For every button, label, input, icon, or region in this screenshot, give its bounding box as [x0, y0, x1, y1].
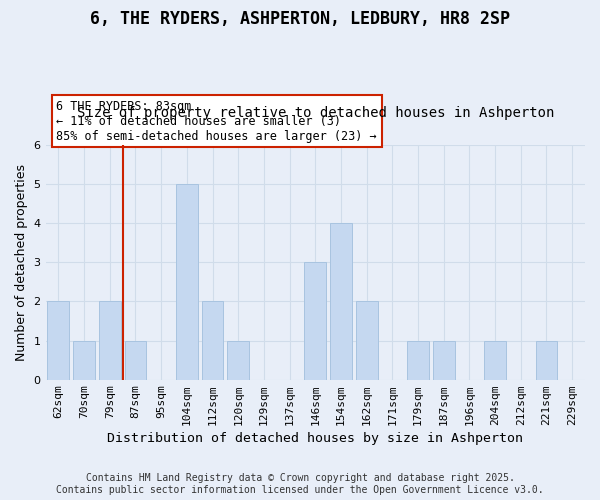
Bar [227, 340, 249, 380]
Bar [407, 340, 429, 380]
Text: Contains HM Land Registry data © Crown copyright and database right 2025.
Contai: Contains HM Land Registry data © Crown c… [56, 474, 544, 495]
X-axis label: Distribution of detached houses by size in Ashperton: Distribution of detached houses by size … [107, 432, 523, 445]
Bar [73, 340, 95, 380]
Bar [304, 262, 326, 380]
Bar [356, 302, 377, 380]
Bar [433, 340, 455, 380]
Text: 6 THE RYDERS: 83sqm
← 11% of detached houses are smaller (3)
85% of semi-detache: 6 THE RYDERS: 83sqm ← 11% of detached ho… [56, 100, 377, 142]
Bar [330, 223, 352, 380]
Bar [125, 340, 146, 380]
Bar [99, 302, 121, 380]
Bar [202, 302, 223, 380]
Text: 6, THE RYDERS, ASHPERTON, LEDBURY, HR8 2SP: 6, THE RYDERS, ASHPERTON, LEDBURY, HR8 2… [90, 10, 510, 28]
Y-axis label: Number of detached properties: Number of detached properties [15, 164, 28, 361]
Bar [47, 302, 70, 380]
Bar [536, 340, 557, 380]
Bar [484, 340, 506, 380]
Title: Size of property relative to detached houses in Ashperton: Size of property relative to detached ho… [77, 106, 554, 120]
Bar [176, 184, 198, 380]
